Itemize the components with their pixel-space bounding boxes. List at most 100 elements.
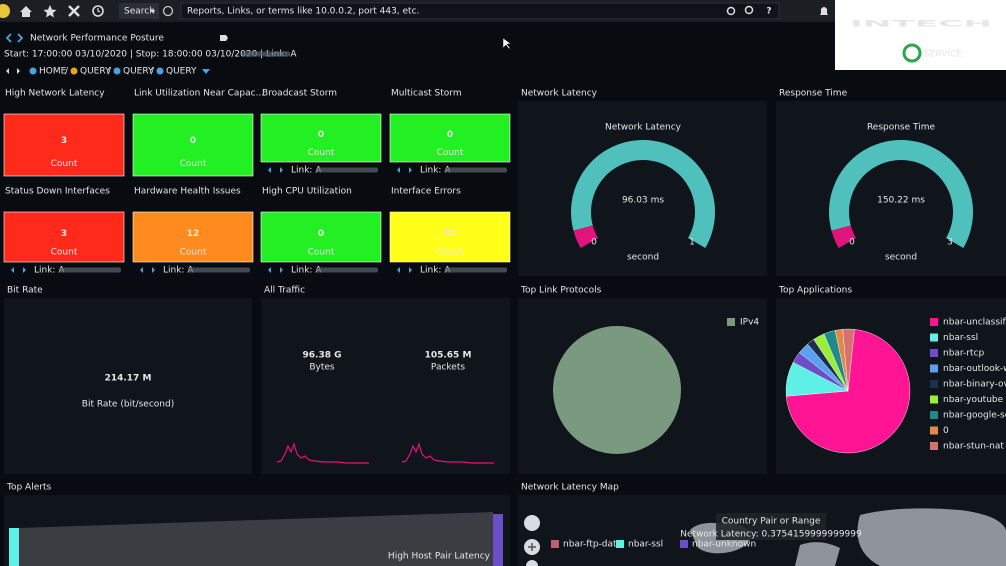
link-arrows[interactable] xyxy=(11,267,26,273)
breadcrumb-icon xyxy=(70,67,78,75)
tile[interactable] xyxy=(132,113,254,177)
tile-title: Multicast Storm xyxy=(391,89,462,99)
legend-label: nbar-rtcp xyxy=(943,349,984,359)
tile-unit: Count xyxy=(51,159,78,169)
breadcrumb-dropdown[interactable] xyxy=(202,69,210,74)
tile[interactable] xyxy=(260,113,382,163)
legend-label: nbar-stun-nat xyxy=(943,442,1004,452)
favorite-icon[interactable] xyxy=(43,5,57,18)
breadcrumb-icon xyxy=(113,67,121,75)
tile-unit: Count xyxy=(437,148,464,158)
breadcrumb-arrows[interactable] xyxy=(6,68,20,74)
map-tooltip xyxy=(716,513,826,540)
legend-swatch xyxy=(930,333,938,342)
logo-brand: INTECH xyxy=(850,20,992,30)
help-icon[interactable]: ? xyxy=(766,7,771,17)
map-home-button[interactable] xyxy=(524,515,540,531)
gauge-title: Network Latency xyxy=(605,123,682,133)
legend-swatch xyxy=(727,318,735,326)
gauge-max: 1 xyxy=(689,238,695,248)
blurred-text xyxy=(188,267,250,273)
link-arrows[interactable] xyxy=(397,167,412,173)
logo-service: SERVICE xyxy=(924,50,962,60)
breadcrumb-item: HOME xyxy=(39,67,67,77)
legend-swatch xyxy=(680,540,688,548)
tag-icon[interactable] xyxy=(220,35,228,41)
legend-label: nbar-ssl xyxy=(628,540,663,550)
notification-icon[interactable] xyxy=(820,7,828,15)
blurred-text xyxy=(316,267,378,273)
tile-unit: Count xyxy=(180,159,207,169)
tile[interactable] xyxy=(3,211,125,263)
link-arrows[interactable] xyxy=(268,167,283,173)
gauge-axis-label: second xyxy=(627,253,659,263)
tile-unit: Count xyxy=(308,248,335,258)
packets-value: 105.65 M xyxy=(425,351,472,361)
history-icon[interactable] xyxy=(92,5,104,17)
tile-value: 12 xyxy=(187,229,200,239)
breadcrumb-icon xyxy=(29,67,37,75)
app-icon[interactable] xyxy=(0,4,10,18)
tile-unit: Count xyxy=(51,248,78,258)
breadcrumb-icon xyxy=(156,67,164,75)
gauge-arc-segment xyxy=(573,225,598,248)
tile[interactable] xyxy=(3,113,125,177)
legend-swatch xyxy=(930,349,938,357)
gauge-arc xyxy=(571,139,715,248)
tile[interactable] xyxy=(389,113,511,163)
search-placeholder: Reports, Links, or terms like 10.0.0.2, … xyxy=(187,7,419,17)
legend-label: nbar-ftp-data xyxy=(563,540,622,550)
map-zoom-out[interactable] xyxy=(526,560,538,566)
breadcrumb-separator: / xyxy=(151,67,155,77)
link-arrows[interactable] xyxy=(140,267,155,273)
legend-label: nbar-binary-over-htt xyxy=(943,380,1006,390)
legend-label: nbar-ssl xyxy=(943,333,978,343)
legend-label: nbar-youtube xyxy=(943,395,1004,405)
tile-link: Link: A xyxy=(420,266,451,276)
breadcrumb-separator: / xyxy=(108,67,112,77)
nav-arrows[interactable] xyxy=(5,33,24,43)
bytes-value: 96.38 G xyxy=(303,351,342,361)
link-arrows[interactable] xyxy=(397,267,412,273)
tile[interactable] xyxy=(132,211,254,263)
tile-title: Interface Errors xyxy=(391,187,461,197)
panel xyxy=(518,101,767,276)
tile[interactable] xyxy=(389,211,511,263)
time-range: Start: 17:00:00 03/10/2020 | Stop: 18:00… xyxy=(4,50,297,60)
search-button[interactable] xyxy=(119,3,159,19)
search-options[interactable] xyxy=(162,5,174,17)
breadcrumb-item: QUERY xyxy=(166,67,197,77)
panel-title: Network Latency xyxy=(521,89,598,99)
tools-icon[interactable] xyxy=(68,5,80,17)
page-title: Network Performance Posture xyxy=(30,34,164,44)
tile[interactable] xyxy=(260,211,382,263)
gauge-min: 0 xyxy=(849,238,855,248)
protocol-pie xyxy=(553,326,681,454)
tile-title: High CPU Utilization xyxy=(262,187,352,197)
tile-value: 3 xyxy=(61,136,67,146)
tile-unit: Count xyxy=(180,248,207,258)
gauge-max: 3 xyxy=(947,238,953,248)
search-icon[interactable] xyxy=(744,5,754,15)
tile-value: 32 xyxy=(444,229,457,239)
tile-value: 3 xyxy=(61,229,67,239)
blurred-text xyxy=(445,167,507,173)
link-arrows[interactable] xyxy=(268,267,283,273)
packets-sparkline xyxy=(401,442,494,464)
tile-unit: Count xyxy=(308,148,335,158)
search-input[interactable] xyxy=(180,2,780,20)
clear-icon[interactable] xyxy=(726,6,736,16)
home-icon[interactable] xyxy=(20,6,32,17)
legend-swatch xyxy=(930,380,938,388)
mouse-cursor xyxy=(502,37,512,50)
tile-link: Link: A xyxy=(291,166,322,176)
legend-label: nbar-outlook-web-ser xyxy=(943,364,1006,374)
bytes-sparkline xyxy=(276,442,369,464)
packets-label: Packets xyxy=(431,363,465,373)
tile-title: Hardware Health Issues xyxy=(134,187,241,197)
breadcrumb-item: QUERY xyxy=(123,67,154,77)
panel-title: Top Applications xyxy=(778,286,852,296)
tile-title: High Network Latency xyxy=(5,89,105,99)
tile-link: Link: A xyxy=(34,266,65,276)
